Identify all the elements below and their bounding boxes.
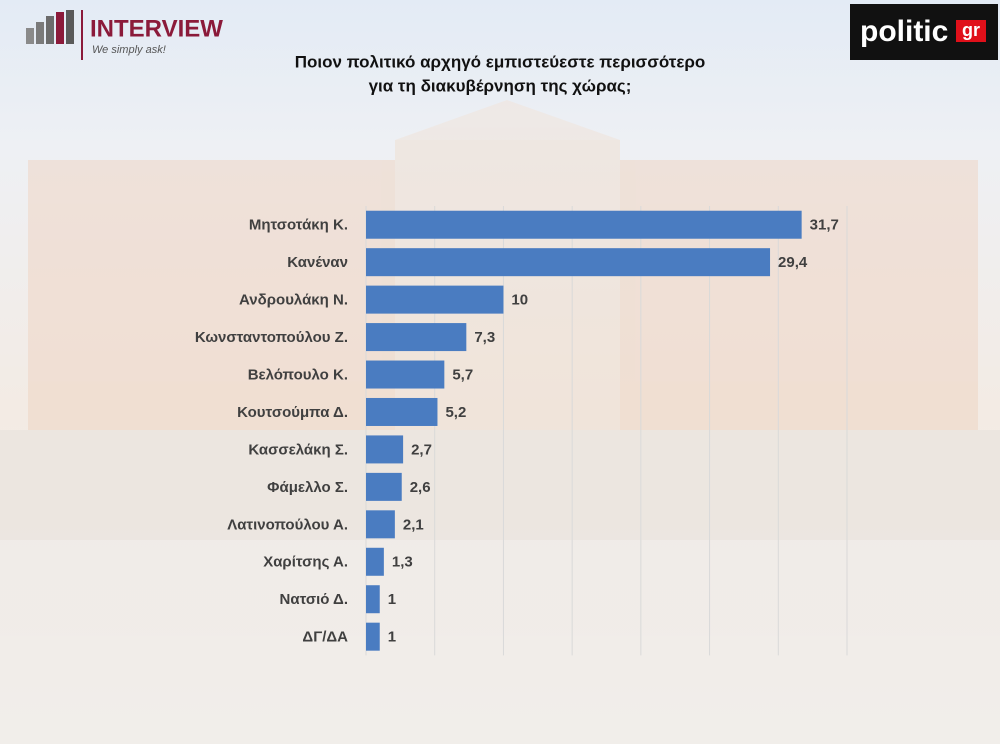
bar: [366, 210, 802, 239]
y-tick-label: ΔΓ/ΔΑ: [302, 629, 348, 646]
bar: [366, 397, 438, 426]
left-logo-text: INTERVIEW: [90, 15, 223, 42]
y-tick-label: Κουτσούμπα Δ.: [237, 404, 348, 421]
bar: [366, 585, 380, 614]
value-label: 1,3: [392, 554, 413, 571]
value-label: 5,7: [452, 366, 473, 383]
bar: [366, 248, 771, 277]
value-label: 2,1: [403, 516, 424, 533]
value-label: 5,2: [445, 404, 466, 421]
right-logo: politic gr: [850, 4, 998, 60]
value-label: 2,7: [411, 441, 432, 458]
bar: [366, 435, 404, 464]
bar: [366, 472, 402, 501]
y-tick-label: Λατινοπούλου Α.: [227, 516, 348, 533]
value-label: 29,4: [778, 254, 808, 271]
y-tick-label: Ανδρουλάκη Ν.: [239, 292, 348, 309]
left-logo-tagline: We simply ask!: [92, 44, 166, 56]
right-logo-text: politic: [860, 15, 948, 48]
bar: [366, 547, 384, 576]
y-tick-label: Κασσελάκη Σ.: [248, 441, 348, 458]
bar: [366, 323, 467, 352]
left-logo: INTERVIEW We simply ask!: [26, 10, 223, 60]
chart-subtitle: για τη διακυβέρνηση της χώρας;: [369, 76, 632, 95]
bar: [366, 360, 445, 389]
value-label: 10: [511, 292, 528, 309]
value-label: 7,3: [474, 329, 495, 346]
value-label: 2,6: [410, 479, 431, 496]
right-logo-suffix: gr: [962, 20, 980, 40]
chart-title: Ποιον πολιτικό αρχηγό εμπιστεύεστε περισ…: [295, 52, 706, 71]
y-tick-label: Κανέναν: [287, 254, 348, 271]
value-label: 1: [388, 591, 396, 608]
y-tick-label: Φάμελλο Σ.: [267, 479, 348, 496]
y-tick-label: Μητσοτάκη Κ.: [249, 217, 348, 234]
y-tick-label: Χαρίτσης Α.: [263, 554, 348, 571]
value-label: 31,7: [810, 217, 839, 234]
y-tick-label: Βελόπουλο Κ.: [248, 366, 348, 383]
y-tick-label: Νατσιό Δ.: [280, 591, 348, 608]
bar: [366, 285, 504, 314]
bar: [366, 622, 380, 651]
value-label: 1: [388, 629, 396, 646]
y-tick-label: Κωνσταντοπούλου Ζ.: [195, 329, 348, 346]
bar: [366, 510, 395, 539]
background-building: [0, 100, 1000, 744]
